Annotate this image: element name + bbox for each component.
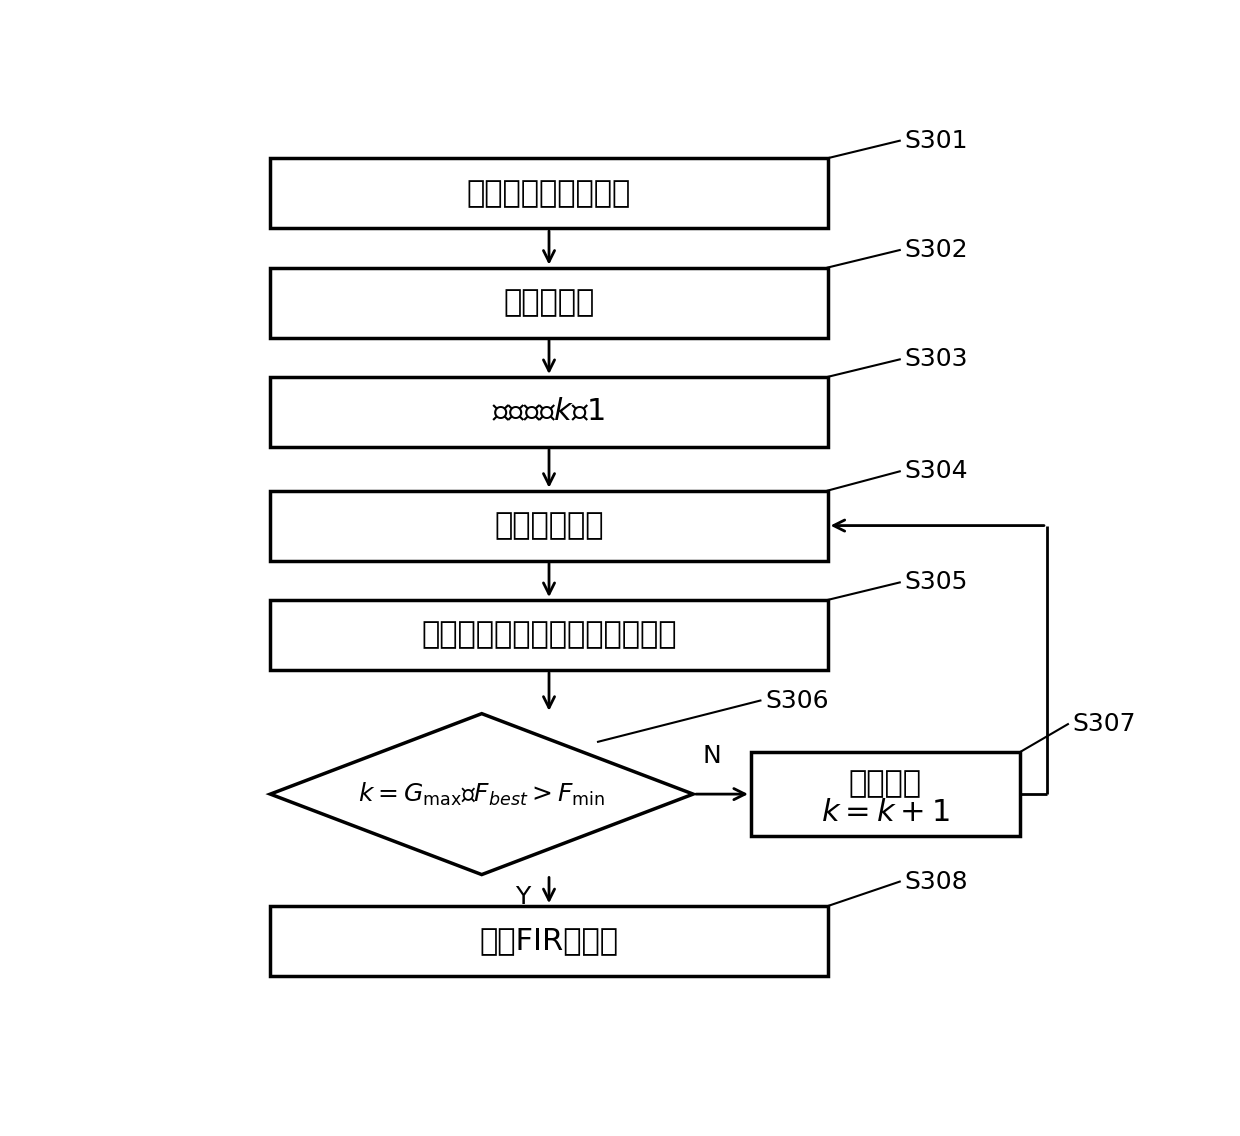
Text: 更新粒子: 更新粒子 (849, 769, 921, 799)
Text: 更新最优位置和均方误差参考値: 更新最优位置和均方误差参考値 (422, 620, 677, 650)
Text: $k=G_{\mathrm{max}}$或$F_{best}>F_{\mathrm{min}}$: $k=G_{\mathrm{max}}$或$F_{best}>F_{\mathr… (358, 780, 605, 808)
Bar (270, 491, 828, 560)
Bar (751, 752, 1021, 836)
Text: S303: S303 (905, 348, 968, 371)
Text: Y: Y (516, 885, 531, 909)
Polygon shape (270, 713, 693, 875)
Text: 迭代次数$k$＝1: 迭代次数$k$＝1 (492, 398, 605, 426)
Text: S305: S305 (905, 570, 968, 594)
Text: S307: S307 (1073, 712, 1136, 736)
Text: N: N (703, 744, 722, 768)
Text: S304: S304 (905, 459, 968, 483)
Text: 计算适应度値: 计算适应度値 (495, 511, 604, 540)
Text: 设置粒子群算法参数: 设置粒子群算法参数 (467, 178, 631, 208)
Bar (270, 268, 828, 337)
Text: S306: S306 (765, 688, 828, 712)
Text: 得到FIR滤波器: 得到FIR滤波器 (480, 927, 619, 955)
Bar (270, 907, 828, 976)
Text: S308: S308 (905, 869, 968, 894)
Bar (270, 377, 828, 446)
Bar (270, 600, 828, 670)
Text: S301: S301 (905, 128, 968, 152)
Text: $k=k+1$: $k=k+1$ (821, 799, 950, 827)
Text: 初始化粒子: 初始化粒子 (503, 289, 595, 317)
Bar (270, 158, 828, 228)
Text: S302: S302 (905, 239, 968, 262)
